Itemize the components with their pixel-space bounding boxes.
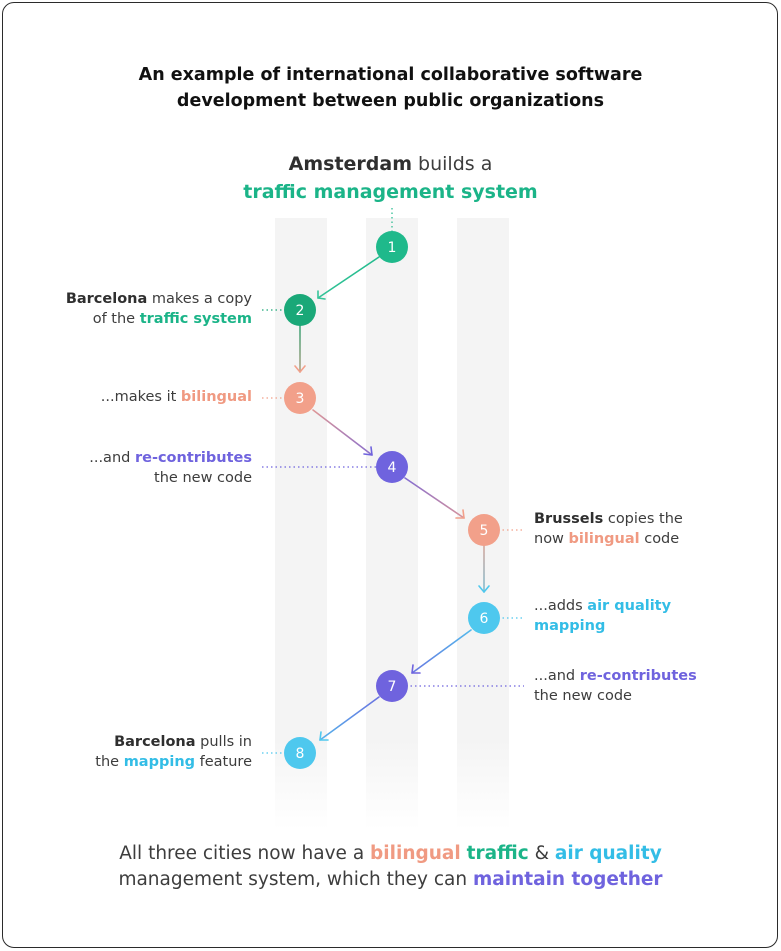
note-step-2: Barcelona makes a copy of the traffic sy… bbox=[12, 289, 252, 329]
step-circle-6 bbox=[468, 602, 500, 634]
step-label-5: 5 bbox=[480, 523, 489, 539]
note-2-highlight: traffic system bbox=[139, 311, 252, 327]
step-label-7: 7 bbox=[388, 679, 397, 695]
header-text: builds a bbox=[412, 153, 493, 175]
note-7-highlight: re-contributes bbox=[579, 668, 697, 684]
note-6-text: ...adds bbox=[534, 598, 588, 614]
step-node-2: 2 bbox=[284, 294, 316, 326]
step-label-3: 3 bbox=[296, 391, 305, 407]
step-circle-4 bbox=[376, 451, 408, 483]
note-step-4: ...and re-contributes the new code bbox=[12, 448, 252, 488]
note-step-8: Barcelona pulls in the mapping feature bbox=[12, 732, 252, 772]
note-step-3: ...makes it bilingual bbox=[12, 387, 252, 407]
note-5-text: copies the bbox=[603, 511, 683, 527]
step-circle-7 bbox=[376, 670, 408, 702]
note-8-highlight: mapping bbox=[123, 754, 196, 770]
step-node-7: 7 bbox=[376, 670, 408, 702]
step-nodes: 1 2 3 4 5 6 7 8 bbox=[284, 231, 500, 769]
note-step-7: ...and re-contributes the new code bbox=[534, 666, 754, 706]
note-5-highlight: bilingual bbox=[568, 531, 640, 547]
note-2-text-b: of the bbox=[92, 311, 140, 327]
header-system: traffic management system bbox=[243, 181, 538, 203]
note-5-text-b: now bbox=[534, 531, 569, 547]
note-2-text: makes a copy bbox=[147, 291, 252, 307]
step-circle-8 bbox=[284, 737, 316, 769]
conclusion: All three cities now have a bilingual tr… bbox=[0, 841, 781, 893]
foot-air-quality: air quality bbox=[554, 843, 662, 864]
note-3-text: ...makes it bbox=[100, 389, 181, 405]
note-step-5: Brussels copies the now bilingual code bbox=[534, 509, 754, 549]
note-5-text-c: code bbox=[639, 531, 680, 547]
note-step-6: ...adds air quality mapping bbox=[534, 596, 754, 636]
lane-amsterdam bbox=[366, 218, 418, 830]
step-label-4: 4 bbox=[388, 460, 397, 476]
leader-lines bbox=[262, 208, 524, 754]
step-node-1: 1 bbox=[376, 231, 408, 263]
note-7-text: ...and bbox=[534, 668, 580, 684]
step-label-8: 8 bbox=[296, 746, 305, 762]
step-node-4: 4 bbox=[376, 451, 408, 483]
step-label-2: 2 bbox=[296, 303, 305, 319]
step-label-6: 6 bbox=[480, 611, 489, 627]
note-6-highlight-b: mapping bbox=[534, 618, 606, 634]
note-2-city: Barcelona bbox=[65, 291, 148, 307]
note-4-text-b: the new code bbox=[154, 470, 252, 486]
amsterdam-header: Amsterdam builds a traffic management sy… bbox=[0, 150, 781, 206]
step-node-6: 6 bbox=[468, 602, 500, 634]
note-5-city: Brussels bbox=[534, 511, 604, 527]
foot-traffic: traffic bbox=[466, 843, 529, 864]
flow-arrows bbox=[294, 256, 490, 741]
foot-text-b: management system, which they can bbox=[118, 869, 473, 890]
city-amsterdam: Amsterdam bbox=[288, 153, 413, 175]
note-4-text: ...and bbox=[89, 450, 135, 466]
foot-amp: & bbox=[528, 843, 555, 864]
note-8-city: Barcelona bbox=[114, 734, 196, 750]
note-8-text-c: feature bbox=[195, 754, 252, 770]
note-8-text-b: the bbox=[95, 754, 124, 770]
note-8-text: pulls in bbox=[195, 734, 252, 750]
foot-text-a: All three cities now have a bbox=[119, 843, 371, 864]
step-node-3: 3 bbox=[284, 382, 316, 414]
step-circle-3 bbox=[284, 382, 316, 414]
step-circle-1 bbox=[376, 231, 408, 263]
step-circle-5 bbox=[468, 514, 500, 546]
title-line-1: An example of international collaborativ… bbox=[138, 65, 643, 85]
note-4-highlight: re-contributes bbox=[134, 450, 252, 466]
foot-bilingual: bilingual bbox=[370, 843, 461, 864]
step-node-8: 8 bbox=[284, 737, 316, 769]
note-3-highlight: bilingual bbox=[180, 389, 252, 405]
step-circle-2 bbox=[284, 294, 316, 326]
title-line-2: development between public organizations bbox=[176, 91, 605, 111]
note-6-highlight: air quality bbox=[587, 598, 672, 614]
diagram-title: An example of international collaborativ… bbox=[0, 62, 781, 114]
foot-maintain: maintain together bbox=[472, 869, 663, 890]
note-7-text-b: the new code bbox=[534, 688, 632, 704]
step-node-5: 5 bbox=[468, 514, 500, 546]
step-label-1: 1 bbox=[388, 240, 397, 256]
